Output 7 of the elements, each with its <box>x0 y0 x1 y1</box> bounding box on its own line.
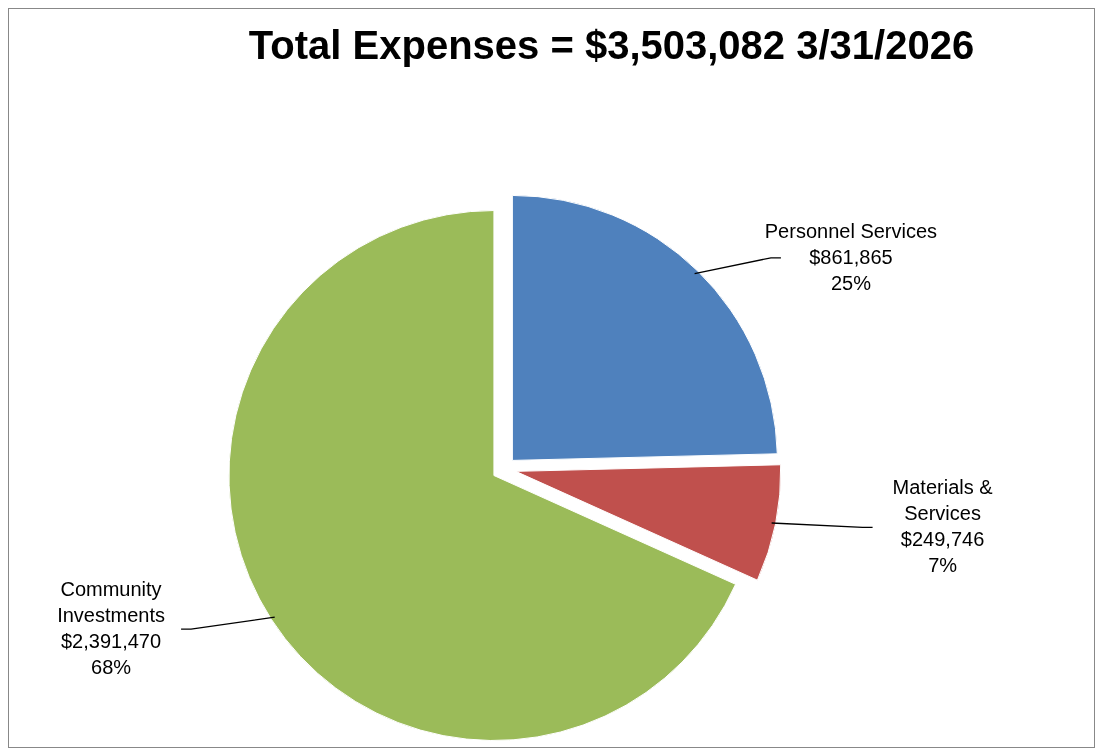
slice-label: Community Investments <box>57 578 165 627</box>
slice-label: Personnel Services <box>764 219 938 242</box>
slice-label: Materials & Services <box>892 476 994 525</box>
chart-title: Total Expenses = $3,503,082 3/31/2026 <box>247 23 976 68</box>
data-label: $2,391,470 68% <box>61 630 162 679</box>
data-label: $249,746 7% <box>900 528 985 577</box>
data-label: $861,865 25% <box>809 245 893 294</box>
